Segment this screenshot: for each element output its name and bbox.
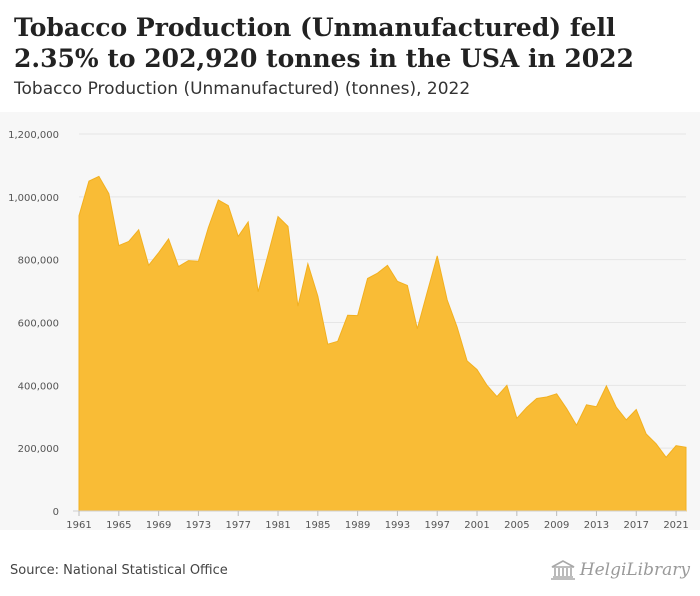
x-tick-label: 1961 <box>66 520 91 531</box>
x-tick-label: 1993 <box>385 520 410 531</box>
x-tick-label: 2001 <box>464 520 489 531</box>
y-tick-label: 0 <box>53 507 59 518</box>
x-tick-label: 1985 <box>305 520 330 531</box>
brand-name: HelgiLibrary <box>579 560 690 580</box>
tobacco-production-chart: 1961 1965 1969 1973 1977 1981 1985 1989 1993 1997… <box>0 112 700 531</box>
chart-subtitle: Tobacco Production (Unmanufactured) (ton… <box>14 79 471 99</box>
x-tick-label: 1977 <box>225 520 250 531</box>
chart-area: 1961 1965 1969 1973 1977 1981 1985 1989 1993 1997… <box>0 112 700 552</box>
x-tick-label: 2009 <box>544 520 569 531</box>
x-tick-label: 1969 <box>146 520 171 531</box>
x-tick-label: 1981 <box>265 520 290 531</box>
x-tick-label: 1973 <box>186 520 211 531</box>
y-tick-label: 600,000 <box>18 319 59 330</box>
library-building-icon <box>550 560 575 580</box>
x-tick-label: 1989 <box>345 520 370 531</box>
brand-logo[interactable]: HelgiLibrary <box>550 560 690 580</box>
x-tick-label: 1965 <box>106 520 131 531</box>
x-tick-label: 2017 <box>624 520 649 531</box>
x-tick-label: 2013 <box>584 520 609 531</box>
y-axis: 0 200,000 400,000 600,000 800,000 1,000,000 1,… <box>8 130 59 518</box>
y-tick-label: 1,200,000 <box>8 130 59 141</box>
x-tick-label: 1997 <box>425 520 450 531</box>
source-note: Source: National Statistical Office <box>10 563 228 578</box>
x-axis: 1961 1965 1969 1973 1977 1981 1985 1989 1993 1997… <box>66 510 689 531</box>
y-tick-label: 1,000,000 <box>8 193 59 204</box>
y-tick-label: 400,000 <box>18 381 59 392</box>
y-tick-label: 200,000 <box>18 444 59 455</box>
area-series-path[interactable] <box>78 175 687 512</box>
chart-title: Tobacco Production (Unmanufactured) fell… <box>14 13 634 73</box>
x-tick-label: 2005 <box>504 520 529 531</box>
x-tick-label: 2021 <box>663 520 688 531</box>
area-series <box>78 175 687 512</box>
y-tick-label: 800,000 <box>18 256 59 267</box>
